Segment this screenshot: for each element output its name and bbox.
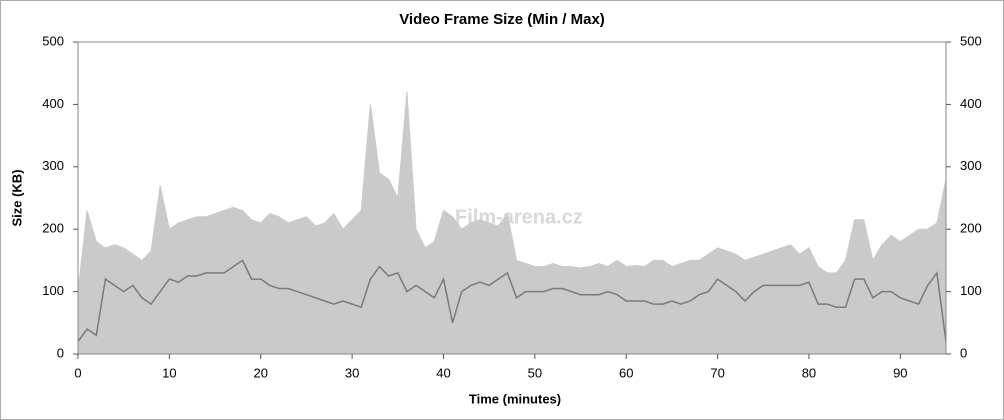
y-tick-label: 100 (42, 283, 64, 298)
y-tick-label: 500 (42, 33, 64, 48)
y2-tick-label: 400 (960, 96, 982, 111)
y2-tick-label: 200 (960, 221, 982, 236)
chart-title: Video Frame Size (Min / Max) (399, 11, 605, 28)
x-tick-label: 80 (802, 365, 816, 380)
x-tick-label: 10 (162, 365, 176, 380)
max-area (77, 91, 947, 355)
y-tick-label: 300 (42, 158, 64, 173)
y-tick-label: 400 (42, 96, 64, 111)
x-tick-label: 20 (254, 365, 268, 380)
y-tick-label: 0 (57, 345, 64, 360)
plot-border (77, 41, 947, 355)
x-tick-label: 0 (74, 365, 81, 380)
y-axis-title: Size (KB) (9, 169, 24, 226)
min-line (77, 259, 947, 342)
x-tick-label: 70 (710, 365, 724, 380)
y2-tick-label: 500 (960, 33, 982, 48)
x-tick-label: 40 (436, 365, 450, 380)
x-tick-label: 60 (619, 365, 633, 380)
y2-tick-label: 0 (960, 345, 967, 360)
y2-tick-label: 100 (960, 283, 982, 298)
y2-tick-label: 300 (960, 158, 982, 173)
x-axis-title: Time (minutes) (469, 391, 561, 406)
x-tick-label: 50 (528, 365, 542, 380)
x-tick-label: 90 (893, 365, 907, 380)
y-tick-label: 200 (42, 221, 64, 236)
x-tick-label: 30 (345, 365, 359, 380)
